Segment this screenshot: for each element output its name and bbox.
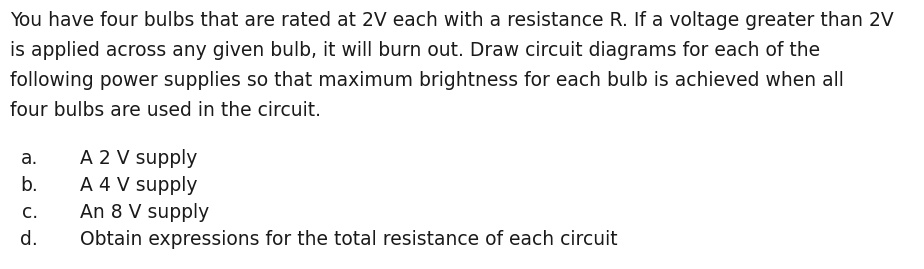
Text: d.: d.: [20, 230, 38, 249]
Text: A 2 V supply: A 2 V supply: [80, 149, 198, 168]
Text: following power supplies so that maximum brightness for each bulb is achieved wh: following power supplies so that maximum…: [10, 71, 844, 90]
Text: Obtain expressions for the total resistance of each circuit: Obtain expressions for the total resista…: [80, 230, 617, 249]
Text: A 4 V supply: A 4 V supply: [80, 176, 198, 195]
Text: You have four bulbs that are rated at 2V each with a resistance R. If a voltage : You have four bulbs that are rated at 2V…: [10, 11, 894, 30]
Text: a.: a.: [20, 149, 38, 168]
Text: b.: b.: [20, 176, 38, 195]
Text: c.: c.: [22, 203, 38, 222]
Text: An 8 V supply: An 8 V supply: [80, 203, 209, 222]
Text: is applied across any given bulb, it will burn out. Draw circuit diagrams for ea: is applied across any given bulb, it wil…: [10, 41, 821, 60]
Text: four bulbs are used in the circuit.: four bulbs are used in the circuit.: [10, 101, 321, 120]
